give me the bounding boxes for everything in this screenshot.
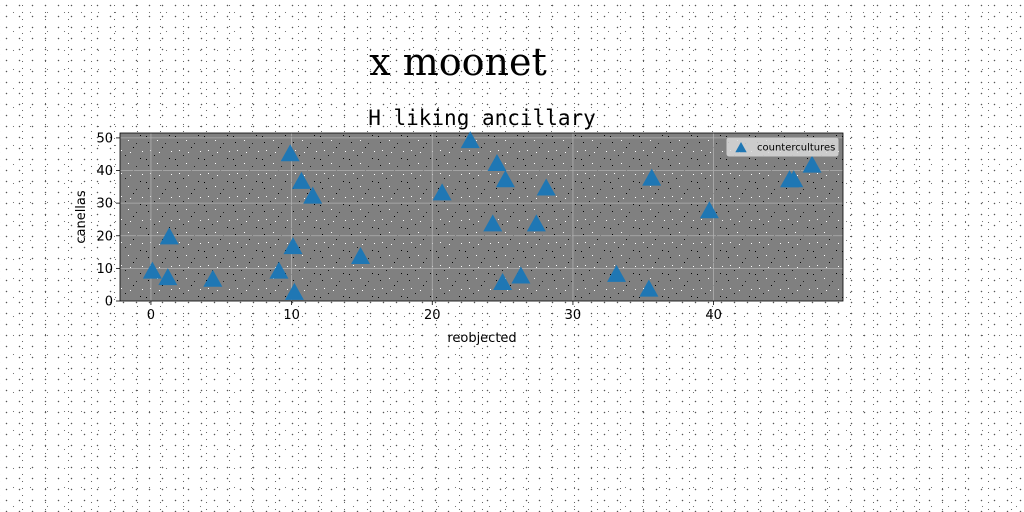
data-point — [639, 279, 659, 297]
axis-ticks: 0 10 20 30 40 0 10 20 30 40 50 — [96, 131, 844, 323]
legend-box — [726, 137, 839, 157]
data-point — [483, 214, 503, 232]
data-point — [642, 168, 662, 186]
data-point — [158, 268, 178, 286]
data-point — [303, 186, 323, 204]
legend: countercultures — [726, 137, 839, 157]
chart-title: H liking ancillary — [368, 106, 596, 130]
data-point — [493, 273, 513, 291]
x-tick-label: 40 — [705, 308, 722, 323]
x-tick-label: 0 — [147, 308, 155, 323]
data-point — [291, 171, 311, 189]
x-tick-label: 20 — [424, 308, 441, 323]
data-point — [142, 261, 162, 279]
y-axis-label: canellas — [74, 190, 89, 244]
y-tick-label: 40 — [96, 164, 113, 179]
y-tick-label: 30 — [96, 197, 113, 212]
legend-marker — [735, 142, 747, 153]
x-tick-label: 30 — [565, 308, 582, 323]
y-tick-label: 0 — [105, 295, 113, 310]
data-point — [536, 178, 556, 196]
plot-noise — [120, 133, 843, 301]
data-point — [284, 282, 304, 300]
plot-frame — [119, 132, 844, 302]
data-point — [487, 153, 507, 171]
data-point — [269, 261, 289, 279]
x-tick-label: 10 — [283, 308, 300, 323]
data-point — [280, 144, 300, 162]
data-point — [526, 214, 546, 232]
data-point — [495, 170, 515, 188]
data-points — [142, 131, 822, 300]
data-point — [511, 266, 531, 284]
data-point — [159, 227, 179, 245]
x-axis-label: reobjected — [447, 331, 516, 346]
plot-area — [120, 133, 843, 301]
y-tick-label: 10 — [96, 262, 113, 277]
data-point — [460, 131, 480, 149]
legend-label: countercultures — [757, 143, 835, 154]
data-point — [283, 237, 303, 255]
data-point — [432, 183, 452, 201]
data-point — [802, 155, 822, 173]
data-point — [203, 269, 223, 287]
y-tick-label: 50 — [96, 131, 113, 146]
y-tick-label: 20 — [96, 229, 113, 244]
data-point — [607, 264, 627, 282]
data-point — [351, 246, 371, 264]
figure-title: x moonet — [369, 40, 547, 84]
data-point — [699, 201, 719, 219]
data-point — [784, 170, 804, 188]
